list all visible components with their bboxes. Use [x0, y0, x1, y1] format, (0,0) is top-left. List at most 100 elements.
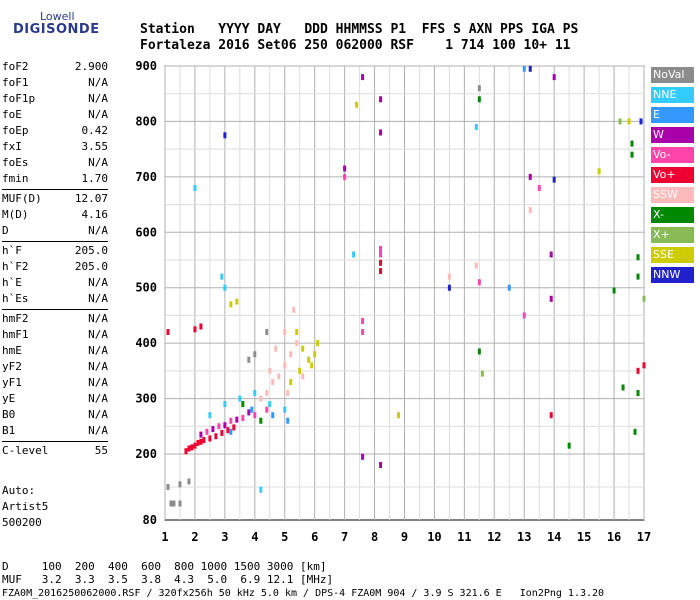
data-point	[537, 184, 541, 191]
param-name: yE	[2, 392, 16, 405]
data-point	[199, 438, 203, 445]
data-points	[166, 65, 646, 507]
data-point	[480, 370, 484, 377]
data-point	[199, 431, 203, 438]
data-point	[232, 424, 236, 431]
data-point	[528, 207, 532, 214]
data-point	[633, 428, 637, 435]
data-point	[379, 129, 383, 136]
data-point	[223, 422, 227, 429]
data-point	[202, 437, 206, 444]
data-point	[235, 298, 239, 305]
data-point	[211, 426, 215, 433]
legend-item-e: E	[651, 107, 694, 123]
data-point	[259, 486, 263, 493]
data-point	[217, 423, 221, 430]
data-point	[447, 284, 451, 291]
data-point	[549, 295, 553, 302]
param-value: N/A	[88, 224, 108, 237]
x-tick-label: 17	[637, 530, 651, 544]
data-point	[271, 378, 275, 385]
param-value: N/A	[88, 424, 108, 437]
data-point	[229, 417, 233, 424]
x-tick-label: 3	[221, 530, 228, 544]
x-tick-label: 13	[517, 530, 531, 544]
param-separator	[2, 309, 108, 310]
param-value: N/A	[88, 376, 108, 389]
legend-item-vo-: Vo-	[651, 147, 694, 163]
data-point	[642, 362, 646, 369]
data-point	[636, 273, 640, 280]
param-name: foE	[2, 108, 22, 121]
param-value: N/A	[88, 76, 108, 89]
data-point	[268, 401, 272, 408]
data-point	[379, 251, 383, 258]
param-value: 12.07	[74, 192, 108, 205]
data-point	[178, 481, 182, 488]
param-value: 205.0	[74, 244, 108, 257]
data-point	[379, 462, 383, 468]
data-point	[379, 268, 383, 275]
param-name: MUF(D)	[2, 192, 42, 205]
x-tick-label: 16	[607, 530, 621, 544]
param-name: hmF2	[2, 312, 29, 325]
param-value: 55	[94, 444, 108, 457]
data-point	[166, 329, 170, 336]
param-name: foF2	[2, 60, 29, 73]
param-name: h`Es	[2, 292, 29, 305]
data-point	[274, 345, 278, 352]
param-value: N/A	[88, 328, 108, 341]
param-value: 4.16	[81, 208, 109, 221]
param-value: N/A	[88, 292, 108, 305]
x-tick-label: 8	[371, 530, 378, 544]
data-point	[259, 417, 263, 424]
data-point	[253, 351, 257, 358]
y-tick-label: 200	[135, 447, 157, 461]
data-point	[241, 414, 245, 421]
data-point	[184, 448, 188, 455]
data-point	[223, 284, 227, 291]
param-value: N/A	[88, 156, 108, 169]
data-point	[474, 123, 478, 130]
artist-label: Artist5	[2, 500, 49, 513]
data-point	[528, 65, 532, 72]
grid	[164, 65, 645, 520]
data-point	[474, 262, 478, 269]
data-point	[259, 395, 263, 402]
y-tick-label: 300	[135, 392, 157, 406]
data-point	[283, 362, 287, 369]
x-tick-label: 10	[427, 530, 441, 544]
data-point	[295, 340, 299, 347]
data-point	[507, 284, 511, 291]
param-value: 3.55	[81, 140, 109, 153]
data-point	[477, 85, 481, 92]
param-separator	[2, 189, 108, 190]
data-point	[208, 435, 212, 442]
data-point	[361, 453, 365, 460]
data-point	[552, 176, 556, 183]
y-tick-label: 700	[135, 170, 157, 184]
data-point	[343, 173, 347, 180]
data-point	[187, 445, 191, 452]
param-value: 205.0	[74, 260, 108, 273]
y-tick-label: 900	[135, 59, 157, 73]
y-tick-label: 800	[135, 114, 157, 128]
data-point	[477, 348, 481, 355]
data-point	[193, 326, 197, 333]
data-point	[235, 416, 239, 423]
param-name: fxI	[2, 140, 22, 153]
y-tick-label: 80	[143, 513, 157, 527]
data-point	[379, 259, 383, 266]
param-name: h`E	[2, 276, 22, 289]
data-point	[361, 329, 365, 336]
legend-item-sse: SSE	[651, 247, 694, 263]
param-name: foEp	[2, 124, 29, 137]
param-separator	[2, 441, 108, 442]
data-point	[190, 444, 194, 451]
auto-label: Auto:	[2, 484, 36, 497]
param-value: N/A	[88, 344, 108, 357]
data-point	[552, 74, 556, 81]
param-name: hmE	[2, 344, 22, 357]
data-point	[313, 351, 317, 358]
